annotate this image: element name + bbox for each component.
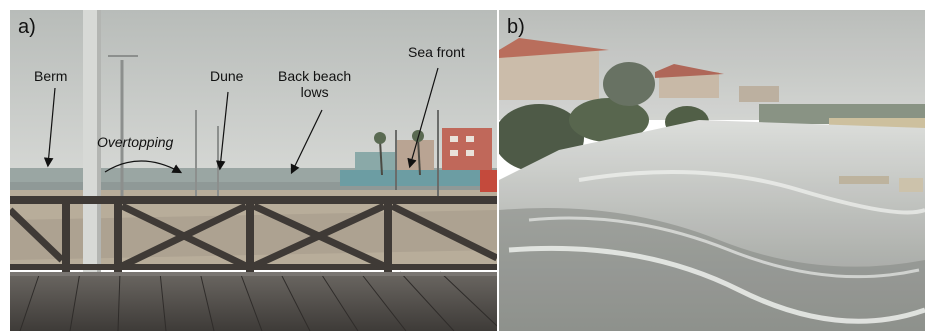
annotation-overtopping: Overtopping <box>97 134 174 150</box>
panel-label-a: a) <box>18 16 36 38</box>
annotation-sea-front: Sea front <box>408 44 465 60</box>
photo-panel-a: a) Berm Overtopping Dune Back beach lows… <box>10 10 497 331</box>
annotation-back-beach-line2: lows <box>300 84 329 100</box>
annotation-dune: Dune <box>210 68 244 84</box>
annotation-berm: Berm <box>34 68 68 84</box>
annotation-back-beach-line1: Back beach <box>278 68 352 84</box>
photo-storm-flooding <box>499 10 925 331</box>
photo-panel-b: b) <box>499 10 925 331</box>
panel-label-b: b) <box>507 16 525 38</box>
annotation-back-beach-lows: Back beach lows <box>278 68 351 100</box>
